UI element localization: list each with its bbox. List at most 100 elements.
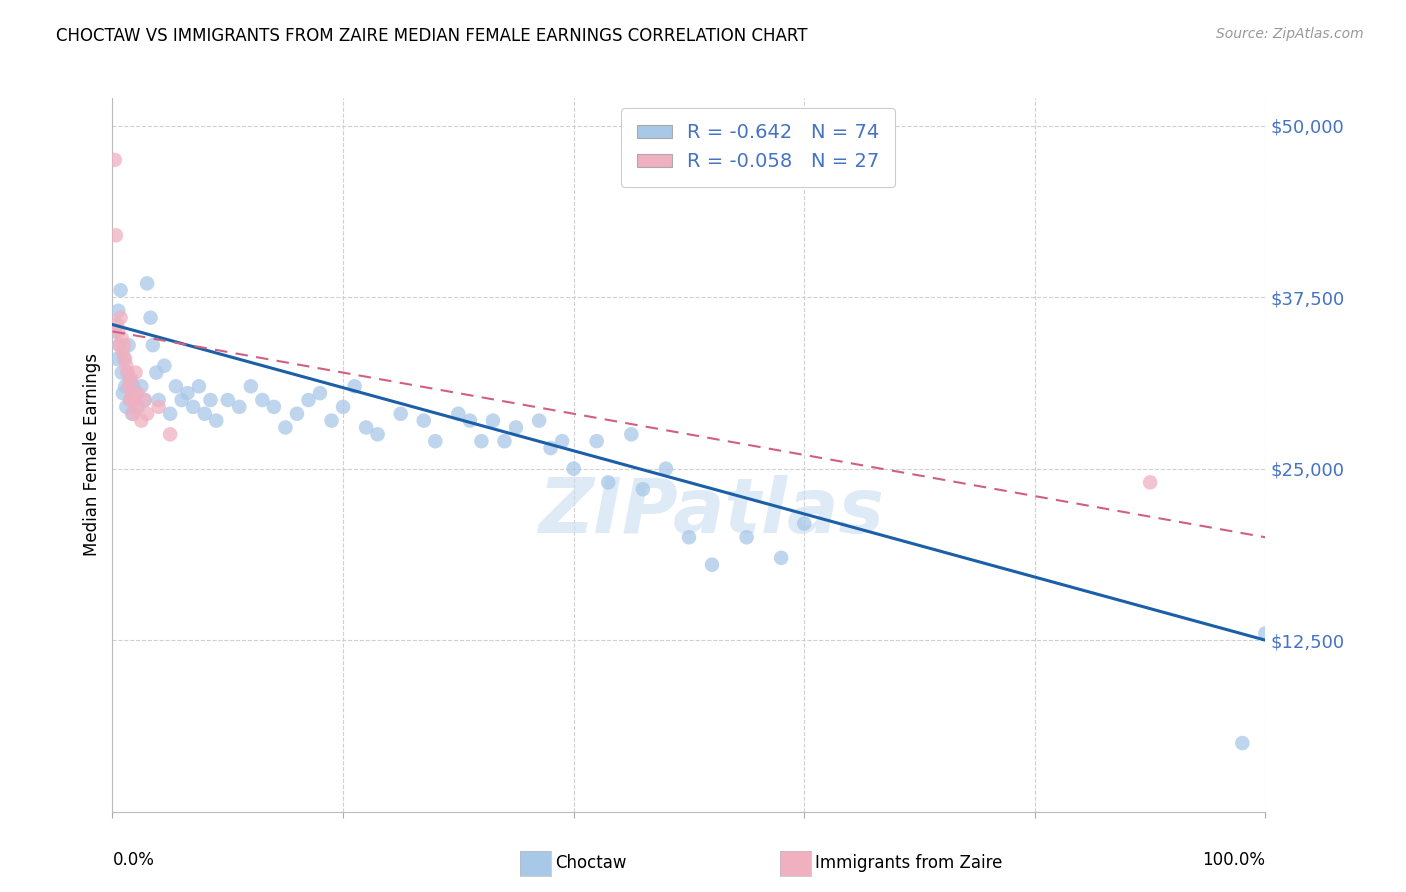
Point <box>120 372 142 386</box>
Point <box>117 379 139 393</box>
Point <box>145 366 167 380</box>
Point <box>297 392 319 407</box>
Point <box>321 414 343 428</box>
Point <box>108 338 131 352</box>
Point <box>124 386 146 401</box>
Point <box>735 530 758 544</box>
Point <box>274 420 297 434</box>
Point <box>110 310 132 325</box>
Point <box>112 351 135 366</box>
Point <box>170 392 193 407</box>
Point <box>343 379 366 393</box>
Point <box>105 351 128 366</box>
Point <box>678 530 700 544</box>
Point <box>104 325 127 339</box>
Point <box>107 303 129 318</box>
Point <box>139 310 162 325</box>
Point <box>129 414 153 428</box>
Point <box>181 400 204 414</box>
Point <box>159 407 181 421</box>
Point <box>127 386 149 401</box>
Legend: R = -0.642   N = 74, R = -0.058   N = 27: R = -0.642 N = 74, R = -0.058 N = 27 <box>621 108 896 186</box>
Point <box>107 325 129 339</box>
Point <box>494 434 516 449</box>
Point <box>252 392 274 407</box>
Point <box>165 379 187 393</box>
Text: CHOCTAW VS IMMIGRANTS FROM ZAIRE MEDIAN FEMALE EARNINGS CORRELATION CHART: CHOCTAW VS IMMIGRANTS FROM ZAIRE MEDIAN … <box>56 27 807 45</box>
Point <box>770 550 793 565</box>
Point <box>115 359 138 373</box>
Point <box>159 427 181 442</box>
Text: 100.0%: 100.0% <box>1202 851 1265 869</box>
Point <box>200 392 222 407</box>
Point <box>1254 626 1277 640</box>
Point <box>111 366 134 380</box>
Point <box>447 407 470 421</box>
Point <box>108 338 131 352</box>
Point <box>205 414 228 428</box>
Point <box>117 338 139 352</box>
Point <box>115 400 138 414</box>
Point <box>239 379 262 393</box>
Point <box>217 392 239 407</box>
Point <box>700 558 723 572</box>
Point <box>111 345 134 359</box>
Point <box>389 407 412 421</box>
Point <box>228 400 250 414</box>
Point <box>136 277 159 291</box>
Point <box>585 434 607 449</box>
Point <box>148 400 170 414</box>
Point <box>104 228 127 243</box>
Point <box>129 379 153 393</box>
Y-axis label: Median Female Earnings: Median Female Earnings <box>83 353 101 557</box>
Point <box>332 400 354 414</box>
Point <box>527 414 550 428</box>
Text: Source: ZipAtlas.com: Source: ZipAtlas.com <box>1216 27 1364 41</box>
Point <box>124 392 146 407</box>
Point <box>125 400 148 414</box>
Point <box>458 414 481 428</box>
Point <box>148 392 170 407</box>
Point <box>551 434 574 449</box>
Point <box>117 366 139 380</box>
Point <box>1232 736 1254 750</box>
Point <box>104 153 127 167</box>
Point <box>121 407 143 421</box>
Point <box>134 392 156 407</box>
Point <box>540 441 562 455</box>
Point <box>114 379 136 393</box>
Point <box>111 331 134 345</box>
Point <box>176 386 198 401</box>
Point <box>122 379 145 393</box>
Point <box>793 516 815 531</box>
Text: Immigrants from Zaire: Immigrants from Zaire <box>815 855 1002 872</box>
Point <box>114 351 136 366</box>
Point <box>309 386 332 401</box>
Point <box>112 338 135 352</box>
Point <box>122 407 145 421</box>
Point <box>620 427 643 442</box>
Point <box>120 392 142 407</box>
Point <box>425 434 447 449</box>
Point <box>121 386 143 401</box>
Point <box>118 372 141 386</box>
Text: ZIPatlas: ZIPatlas <box>538 475 884 549</box>
Point <box>127 400 149 414</box>
Text: 0.0%: 0.0% <box>112 851 155 869</box>
Point <box>142 338 165 352</box>
Point <box>187 379 211 393</box>
Point <box>631 482 654 496</box>
Point <box>470 434 492 449</box>
Point <box>412 414 434 428</box>
Point <box>482 414 505 428</box>
Point <box>562 461 585 475</box>
Point <box>285 407 308 421</box>
Point <box>367 427 389 442</box>
Point <box>153 359 176 373</box>
Point <box>124 366 146 380</box>
Point <box>354 420 377 434</box>
Point <box>263 400 285 414</box>
Text: Choctaw: Choctaw <box>555 855 627 872</box>
Point <box>505 420 527 434</box>
Point <box>136 407 159 421</box>
